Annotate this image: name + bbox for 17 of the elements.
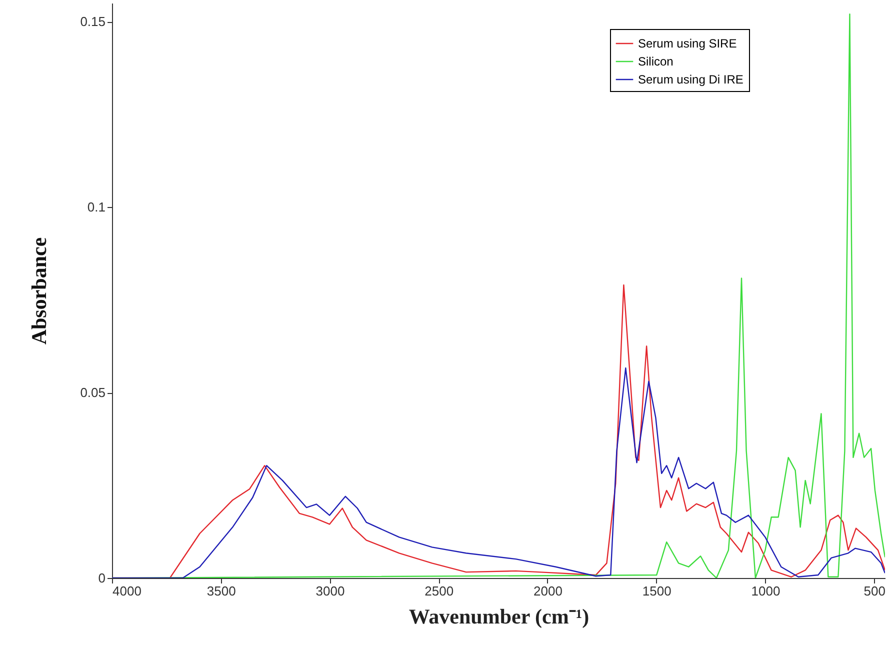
- x-tick-label: 3500: [206, 584, 236, 598]
- x-tick-label: 3000: [316, 584, 345, 598]
- y-tick-label: 0: [98, 570, 106, 586]
- x-tick-label: 2500: [424, 584, 454, 598]
- x-axis-title: Wavenumber (cm⁻¹): [408, 604, 590, 628]
- legend-label: Serum using Di IRE: [638, 72, 744, 86]
- x-tick-label: 4000: [112, 584, 142, 598]
- y-tick-label: 0.1: [87, 200, 106, 215]
- y-axis-title: Absorbance: [27, 237, 52, 345]
- legend-label: Serum using SIRE: [638, 36, 737, 50]
- y-tick-label: 0.15: [80, 14, 106, 30]
- y-tick-label: 0.05: [80, 385, 106, 400]
- x-tick-label: 1500: [642, 584, 672, 598]
- x-tick-label: 1000: [751, 584, 780, 598]
- x-tick-label: 2000: [534, 584, 562, 598]
- legend-label: Silicon: [638, 54, 674, 68]
- x-tick-label: 500: [864, 584, 886, 598]
